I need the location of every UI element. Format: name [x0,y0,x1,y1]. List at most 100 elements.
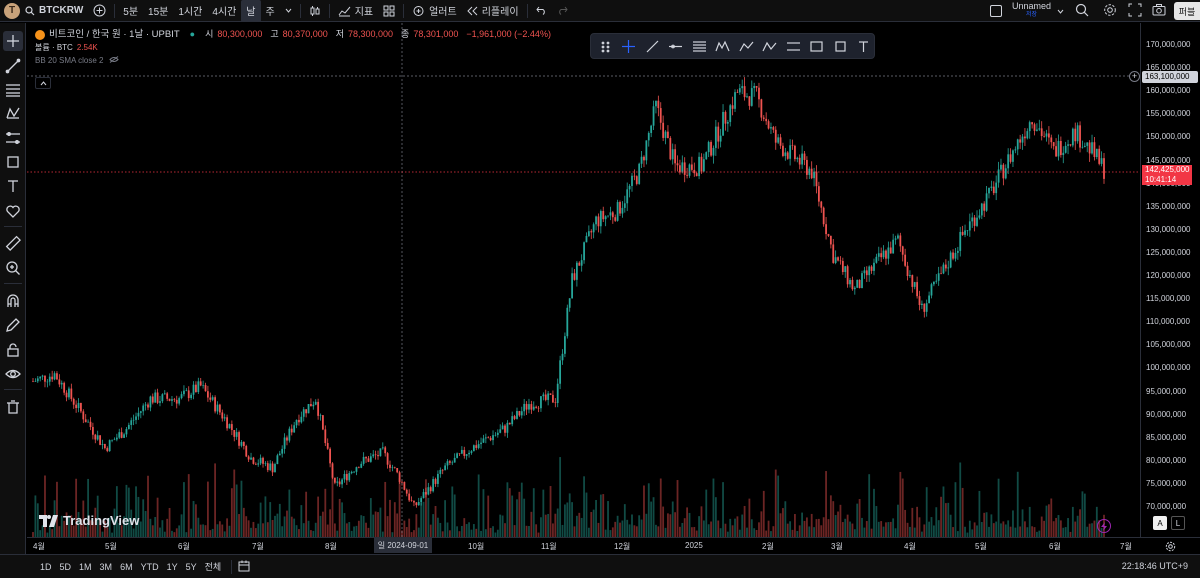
timeframe-1d[interactable]: 날 [241,0,261,22]
candle-body [211,397,214,400]
volume-bar [238,514,240,537]
volume-bar [595,499,597,537]
timeframe-1h[interactable]: 1시간 [178,7,203,18]
log-scale-button[interactable]: L [1171,516,1185,530]
add-alert-button[interactable]: + [1129,71,1140,82]
chart-pane[interactable]: 비트코인 / 한국 원 · 1날 · UPBIT ● 시 80,300,000 고… [27,23,1140,537]
timeframe-dropdown[interactable] [280,0,297,22]
shape-tool[interactable] [3,152,23,172]
collapse-legend-button[interactable] [35,77,51,89]
range-all[interactable]: 전체 [204,562,222,572]
fav-horizontal-ray[interactable] [666,36,687,56]
price-label: 135,000,000 [1146,201,1191,211]
chevron-down-icon[interactable] [1057,9,1064,14]
candle-body [937,273,940,281]
candle-body [1076,125,1079,142]
fav-elliott[interactable] [736,36,757,56]
chart-type-button[interactable] [304,0,326,22]
text-tool[interactable] [3,176,23,196]
alerts-button[interactable]: 얼러트 [407,0,462,22]
lightning-button[interactable] [1097,519,1111,533]
candle-body [966,230,969,232]
clock[interactable]: 22:18:46 UTC+9 [1121,561,1188,571]
pattern-tool[interactable] [3,104,23,124]
price-chart[interactable] [27,23,1140,537]
timeframe-1w[interactable]: 주 [265,7,275,18]
candle-body [1040,128,1043,136]
fib-tool[interactable] [3,80,23,100]
volume-bar [379,507,382,537]
volume-bar [980,522,983,537]
volume-bar [738,529,741,537]
go-to-date-button[interactable] [238,560,250,574]
replay-button[interactable]: 리플레이 [462,0,524,22]
trend-line-tool[interactable] [3,56,23,76]
remove-drawings-tool[interactable] [3,397,23,417]
fav-range[interactable] [783,36,804,56]
publish-button[interactable]: 퍼블 [1174,2,1200,20]
range-1y[interactable]: 1Y [166,561,178,572]
fav-text[interactable] [854,36,875,56]
candle-body [1081,146,1084,148]
volume-bar [547,513,550,537]
indicators-button[interactable]: 지표 [333,0,378,22]
volume-bar [338,498,341,537]
candle-body [322,415,324,430]
projection-tool[interactable] [3,128,23,148]
volume-legend[interactable]: 볼륨 · BTC 2.54K [35,41,555,54]
range-6m[interactable]: 6M [120,561,133,572]
fav-trend-line[interactable] [642,36,663,56]
range-3m[interactable]: 3M [99,561,113,572]
magnet-tool[interactable] [3,291,23,311]
volume-bar [329,509,332,537]
crosshair-tool[interactable] [3,31,23,51]
layout-name-button[interactable]: Unnamed 저장 [1012,2,1051,20]
zoom-tool[interactable] [3,258,23,278]
fav-abcd[interactable] [760,36,781,56]
fav-pattern[interactable] [713,36,734,56]
range-1m[interactable]: 1M [79,561,92,572]
candle-body [568,298,571,308]
bb-legend[interactable]: BB 20 SMA close 2 [35,54,555,67]
timeframe-15m[interactable]: 15분 [148,7,169,18]
auto-scale-button[interactable]: A [1153,516,1167,530]
tradingview-logo[interactable]: TradingView [39,513,139,528]
fav-fib[interactable] [689,36,710,56]
lock-drawing-tool[interactable] [3,315,23,335]
fav-crosshair[interactable] [619,36,640,56]
timeframe-5m[interactable]: 5분 [123,7,139,18]
candles-icon [310,5,320,16]
price-axis[interactable]: 170,000,000 165,000,000 160,000,000 155,000… [1129,23,1200,537]
layout-select-checkbox[interactable] [990,5,1002,17]
range-1d[interactable]: 1D [40,561,52,572]
fullscreen-button[interactable] [1128,3,1142,19]
range-5d[interactable]: 5D [59,561,72,572]
snapshot-button[interactable] [1152,3,1166,19]
legend-title[interactable]: 비트코인 / 한국 원 · 1날 · UPBIT [49,29,180,40]
lock-all-tool[interactable] [3,340,23,360]
time-axis[interactable]: 4월 5월 6월 7월 8월 10월 11월 12월 2025 2월 3월 4월 5월 6월 7월 일 20… [27,537,1140,554]
timeframe-4h[interactable]: 4시간 [212,7,237,18]
fav-date-range[interactable] [807,36,828,56]
fav-rectangle[interactable] [830,36,851,56]
templates-button[interactable] [378,0,400,22]
user-avatar[interactable]: T [4,2,20,19]
hide-drawings-tool[interactable] [3,364,23,384]
price-label: 125,000,000 [1146,247,1191,257]
symbol-label: BTCKRW [39,5,84,16]
favorites-tool[interactable] [3,201,23,221]
candle-body [271,463,274,473]
range-ytd[interactable]: YTD [140,561,159,572]
price-range-icon [786,41,800,51]
compare-symbol-button[interactable] [88,0,111,22]
symbol-search[interactable]: BTCKRW [20,0,88,22]
settings-button[interactable] [1103,3,1117,19]
redo-button[interactable] [552,0,573,22]
quick-search-button[interactable] [1075,3,1089,19]
axis-settings-button[interactable] [1140,537,1200,554]
measure-tool[interactable] [3,233,23,253]
eye-off-icon[interactable] [109,56,119,63]
range-5y[interactable]: 5Y [185,561,197,572]
undo-button[interactable] [531,0,552,22]
drag-handle[interactable] [595,36,616,56]
